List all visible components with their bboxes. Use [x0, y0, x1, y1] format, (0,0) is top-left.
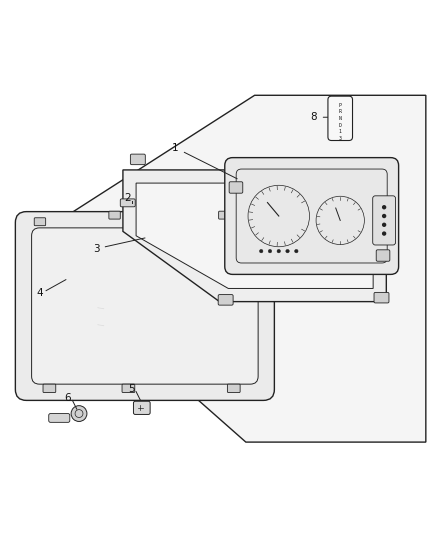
FancyBboxPatch shape — [372, 196, 395, 245]
FancyBboxPatch shape — [49, 414, 70, 422]
FancyBboxPatch shape — [224, 158, 398, 274]
FancyBboxPatch shape — [109, 211, 120, 219]
Text: P
R
N
D
1
3: P R N D 1 3 — [338, 103, 341, 141]
Text: 2: 2 — [124, 193, 131, 204]
Text: 8: 8 — [310, 112, 317, 122]
Circle shape — [381, 231, 385, 236]
FancyBboxPatch shape — [43, 384, 56, 392]
Circle shape — [294, 249, 297, 253]
Circle shape — [285, 249, 289, 253]
FancyBboxPatch shape — [34, 218, 46, 225]
Text: 4: 4 — [36, 288, 43, 298]
Circle shape — [268, 249, 271, 253]
FancyBboxPatch shape — [15, 212, 274, 400]
Text: 3: 3 — [93, 244, 100, 254]
Circle shape — [259, 249, 262, 253]
FancyBboxPatch shape — [120, 199, 135, 207]
Circle shape — [381, 205, 385, 209]
Text: 5: 5 — [128, 384, 135, 394]
Circle shape — [71, 406, 87, 422]
Polygon shape — [22, 95, 425, 442]
Polygon shape — [136, 183, 372, 288]
FancyBboxPatch shape — [122, 384, 134, 392]
FancyBboxPatch shape — [375, 250, 389, 261]
FancyBboxPatch shape — [227, 384, 240, 392]
FancyBboxPatch shape — [133, 401, 150, 415]
FancyBboxPatch shape — [130, 154, 145, 165]
Text: ----: ---- — [96, 322, 105, 329]
Circle shape — [381, 223, 385, 227]
Circle shape — [276, 249, 280, 253]
Text: 6: 6 — [64, 393, 71, 403]
FancyBboxPatch shape — [229, 182, 242, 193]
FancyBboxPatch shape — [236, 169, 386, 263]
FancyBboxPatch shape — [373, 293, 388, 303]
FancyBboxPatch shape — [32, 228, 258, 384]
FancyBboxPatch shape — [218, 211, 230, 219]
Circle shape — [381, 214, 385, 218]
Text: 1: 1 — [172, 143, 179, 153]
Polygon shape — [123, 170, 385, 302]
FancyBboxPatch shape — [327, 96, 352, 141]
FancyBboxPatch shape — [218, 295, 233, 305]
Text: ----: ---- — [96, 305, 105, 311]
